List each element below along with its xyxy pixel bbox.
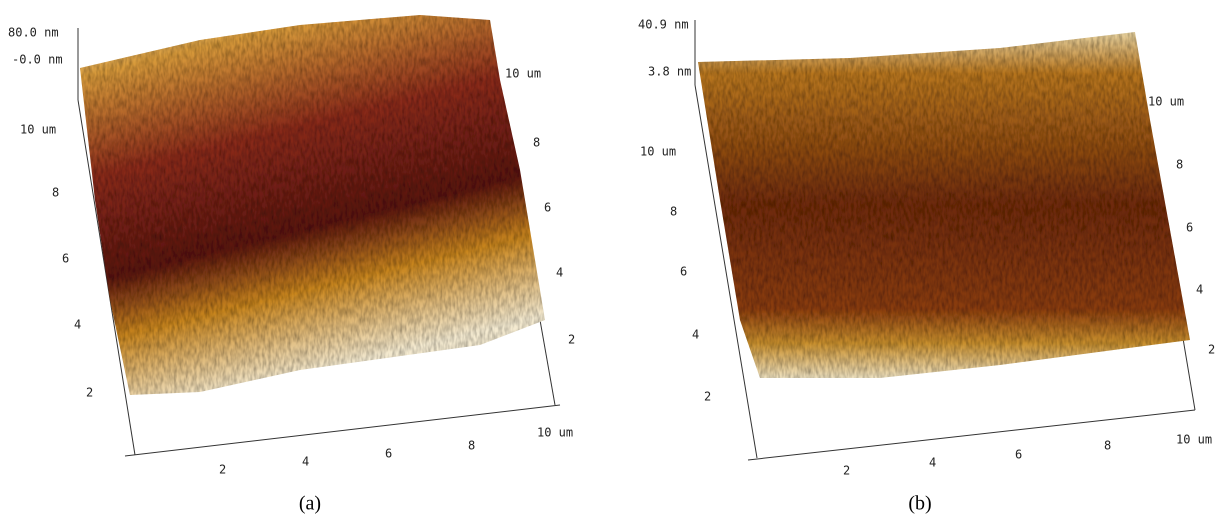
surface	[698, 32, 1190, 378]
caption: (b)	[908, 493, 931, 515]
bottom-tick: 10 um	[1176, 433, 1212, 447]
bottom-tick: 2	[843, 464, 850, 478]
left-tick: 10 um	[640, 145, 676, 159]
left-tick: 2	[86, 386, 93, 400]
right-tick: 10 um	[1148, 95, 1184, 109]
left-tick: 4	[692, 328, 699, 342]
right-tick: 6	[1186, 221, 1193, 235]
panel-b: 40.9 nm 3.8 nm 10 um 8 6 4 2 10 um 8 6 4…	[638, 18, 1215, 515]
panel-a: 80.0 nm -0.0 nm 10 um 8 6 4 2 10 um 8 6 …	[8, 15, 575, 515]
left-tick: 10 um	[20, 123, 56, 137]
z-max-label: 40.9 nm	[638, 18, 689, 32]
surface	[80, 15, 545, 395]
bottom-tick: 6	[385, 447, 392, 461]
bottom-tick: 4	[302, 455, 309, 469]
x-axis	[124, 404, 561, 457]
bottom-tick: 10 um	[537, 426, 573, 440]
right-tick: 6	[544, 201, 551, 215]
z-max-label: 80.0 nm	[8, 26, 59, 40]
right-tick: 4	[1196, 283, 1203, 297]
right-tick: 10 um	[505, 67, 541, 81]
left-tick: 8	[52, 186, 59, 200]
right-tick: 4	[556, 266, 563, 280]
left-tick: 6	[62, 252, 69, 266]
left-tick: 2	[704, 390, 711, 404]
left-tick: 4	[74, 318, 81, 332]
left-tick: 6	[680, 265, 687, 279]
z-min-label: 3.8 nm	[648, 65, 691, 79]
y-axis	[77, 99, 136, 456]
x-axis	[747, 409, 1196, 461]
z-min-label: -0.0 nm	[12, 53, 63, 67]
bottom-tick: 2	[219, 463, 226, 477]
right-tick: 8	[533, 136, 540, 150]
bottom-tick: 6	[1015, 448, 1022, 462]
right-tick: 8	[1176, 158, 1183, 172]
bottom-tick: 8	[468, 439, 475, 453]
bottom-tick: 4	[929, 456, 936, 470]
bottom-tick: 8	[1104, 439, 1111, 453]
y-axis	[694, 84, 758, 459]
right-tick: 2	[1208, 343, 1215, 357]
right-tick: 2	[568, 333, 575, 347]
left-tick: 8	[670, 205, 677, 219]
caption: (a)	[299, 493, 321, 515]
